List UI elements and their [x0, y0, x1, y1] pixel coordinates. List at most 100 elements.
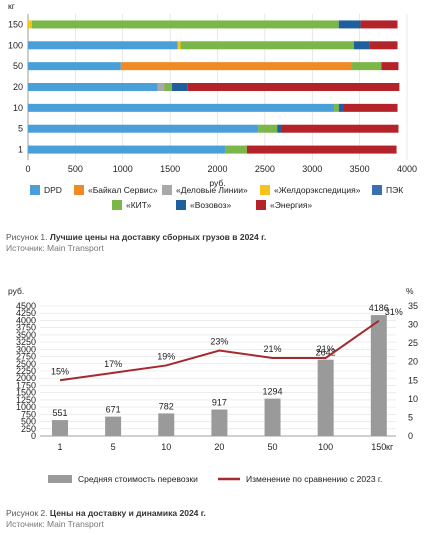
bar-segment	[225, 145, 247, 154]
figure2-prefix: Рисунок 2.	[6, 508, 48, 518]
y-tick-label: 150	[8, 19, 23, 29]
y-right-unit: %	[406, 286, 414, 296]
y-tick-label: 100	[8, 40, 23, 50]
x-tick-label: 3000	[302, 164, 322, 174]
line-value-label: 21%	[264, 344, 282, 354]
legend-swatch	[260, 185, 270, 195]
legend-swatch	[30, 185, 40, 195]
x-tick-label: 5	[111, 442, 116, 452]
bar-segment	[360, 20, 398, 29]
line-value-label: 21%	[317, 344, 335, 354]
legend-label: «Желдорэкспедиция»	[274, 185, 361, 195]
y-tick-label: 500	[21, 417, 36, 427]
bar-value-label: 917	[212, 398, 227, 408]
figure1-source: Источник: Main Transport	[6, 243, 104, 253]
y-tick-label: 1250	[16, 395, 36, 405]
bar-segment	[369, 41, 398, 50]
y-tick-label: 10	[13, 103, 23, 113]
bar-segment	[28, 145, 226, 154]
legend-label: ПЭК	[386, 185, 403, 195]
bar	[105, 416, 122, 436]
bar-line-chart: руб. %02505007501000125015001750200022502…	[8, 286, 418, 484]
y2-tick-label: 30	[408, 320, 418, 330]
legend-swatch	[372, 185, 382, 195]
bar-segment	[28, 20, 32, 29]
y-tick-label: 2750	[16, 352, 36, 362]
y-tick-label: 1500	[16, 388, 36, 398]
x-tick-label: 50	[268, 442, 278, 452]
bar-segment	[180, 41, 354, 50]
y-tick-label: 2000	[16, 373, 36, 383]
y-tick-label: 2500	[16, 359, 36, 369]
y-left-unit: руб.	[8, 286, 24, 296]
figure1-prefix: Рисунок 1.	[6, 232, 48, 242]
y2-tick-label: 35	[408, 301, 418, 311]
legend-swatch	[176, 200, 186, 210]
y2-tick-label: 20	[408, 357, 418, 367]
figure2-title: Цены на доставку и динамика 2024 г.	[49, 508, 206, 518]
x-tick-label: 2000	[207, 164, 227, 174]
bar-segment	[28, 103, 335, 112]
bar	[52, 420, 68, 436]
x-tick-label: 3500	[350, 164, 370, 174]
y2-tick-label: 10	[408, 394, 418, 404]
y2-tick-label: 25	[408, 338, 418, 348]
y-tick-label: 3500	[16, 330, 36, 340]
x-tick-label: 100	[318, 442, 333, 452]
x-tick-label: 1500	[160, 164, 180, 174]
y2-tick-label: 5	[408, 412, 413, 422]
legend-swatch	[112, 200, 122, 210]
y-tick-label: 3750	[16, 323, 36, 333]
bar-value-label: 551	[52, 408, 67, 418]
bar-segment	[187, 83, 400, 91]
legend-swatch	[162, 185, 172, 195]
bar	[317, 359, 334, 436]
bar-segment	[338, 103, 344, 112]
bar-segment	[157, 83, 165, 91]
y-tick-label: 3250	[16, 337, 36, 347]
line-value-label: 15%	[51, 366, 69, 376]
bar-value-label: 671	[106, 405, 121, 415]
y-tick-label: 5	[18, 124, 23, 134]
stacked-bar-chart: кг0 500 1000 1500 2000 2500 3000 3500 4000руб.15…	[8, 1, 417, 210]
y-tick-label: 4250	[16, 308, 36, 318]
y-tick-label: 750	[21, 409, 36, 419]
y-tick-label: 250	[21, 424, 36, 434]
y-tick-label: 1000	[16, 402, 36, 412]
bar-value-label: 4186	[369, 303, 389, 313]
bar-segment	[381, 62, 399, 71]
y-tick-label: 4000	[16, 315, 36, 325]
bar	[158, 413, 175, 436]
y-tick-label: 20	[13, 82, 23, 92]
bar-segment	[338, 20, 361, 29]
legend-label: «Энергия»	[270, 200, 312, 210]
bar	[264, 398, 281, 436]
y-tick-label: 4500	[16, 301, 36, 311]
bar-segment	[28, 41, 178, 50]
bar-segment	[246, 145, 397, 154]
y-tick-label: 0	[31, 431, 36, 441]
y2-tick-label: 0	[408, 431, 413, 441]
y-unit-label: кг	[8, 1, 15, 11]
legend-label: «Деловые Линии»	[176, 185, 248, 195]
bar-segment	[120, 62, 353, 71]
bar-segment	[31, 20, 339, 29]
bar-segment	[28, 124, 259, 133]
figure2-caption: Рисунок 2. Цены на доставку и динамика 2…	[6, 508, 206, 530]
bar-segment	[280, 124, 399, 133]
x-unit-label: кг	[386, 442, 394, 452]
y2-tick-label: 15	[408, 375, 418, 385]
legend-label-line: Изменение по сравнению с 2023 г.	[246, 474, 382, 484]
x-tick-label: 20	[214, 442, 224, 452]
bar-segment	[352, 62, 382, 71]
bar-segment	[353, 41, 370, 50]
bar-segment	[164, 83, 173, 91]
change-line	[59, 320, 380, 382]
bar-segment	[258, 124, 278, 133]
bar-value-label: 782	[159, 401, 174, 411]
bar	[370, 315, 387, 436]
x-axis-title: руб.	[209, 178, 225, 188]
figure1-title: Лучшие цены на доставку сборных грузов в…	[49, 232, 267, 242]
x-tick-label: 2500	[255, 164, 275, 174]
